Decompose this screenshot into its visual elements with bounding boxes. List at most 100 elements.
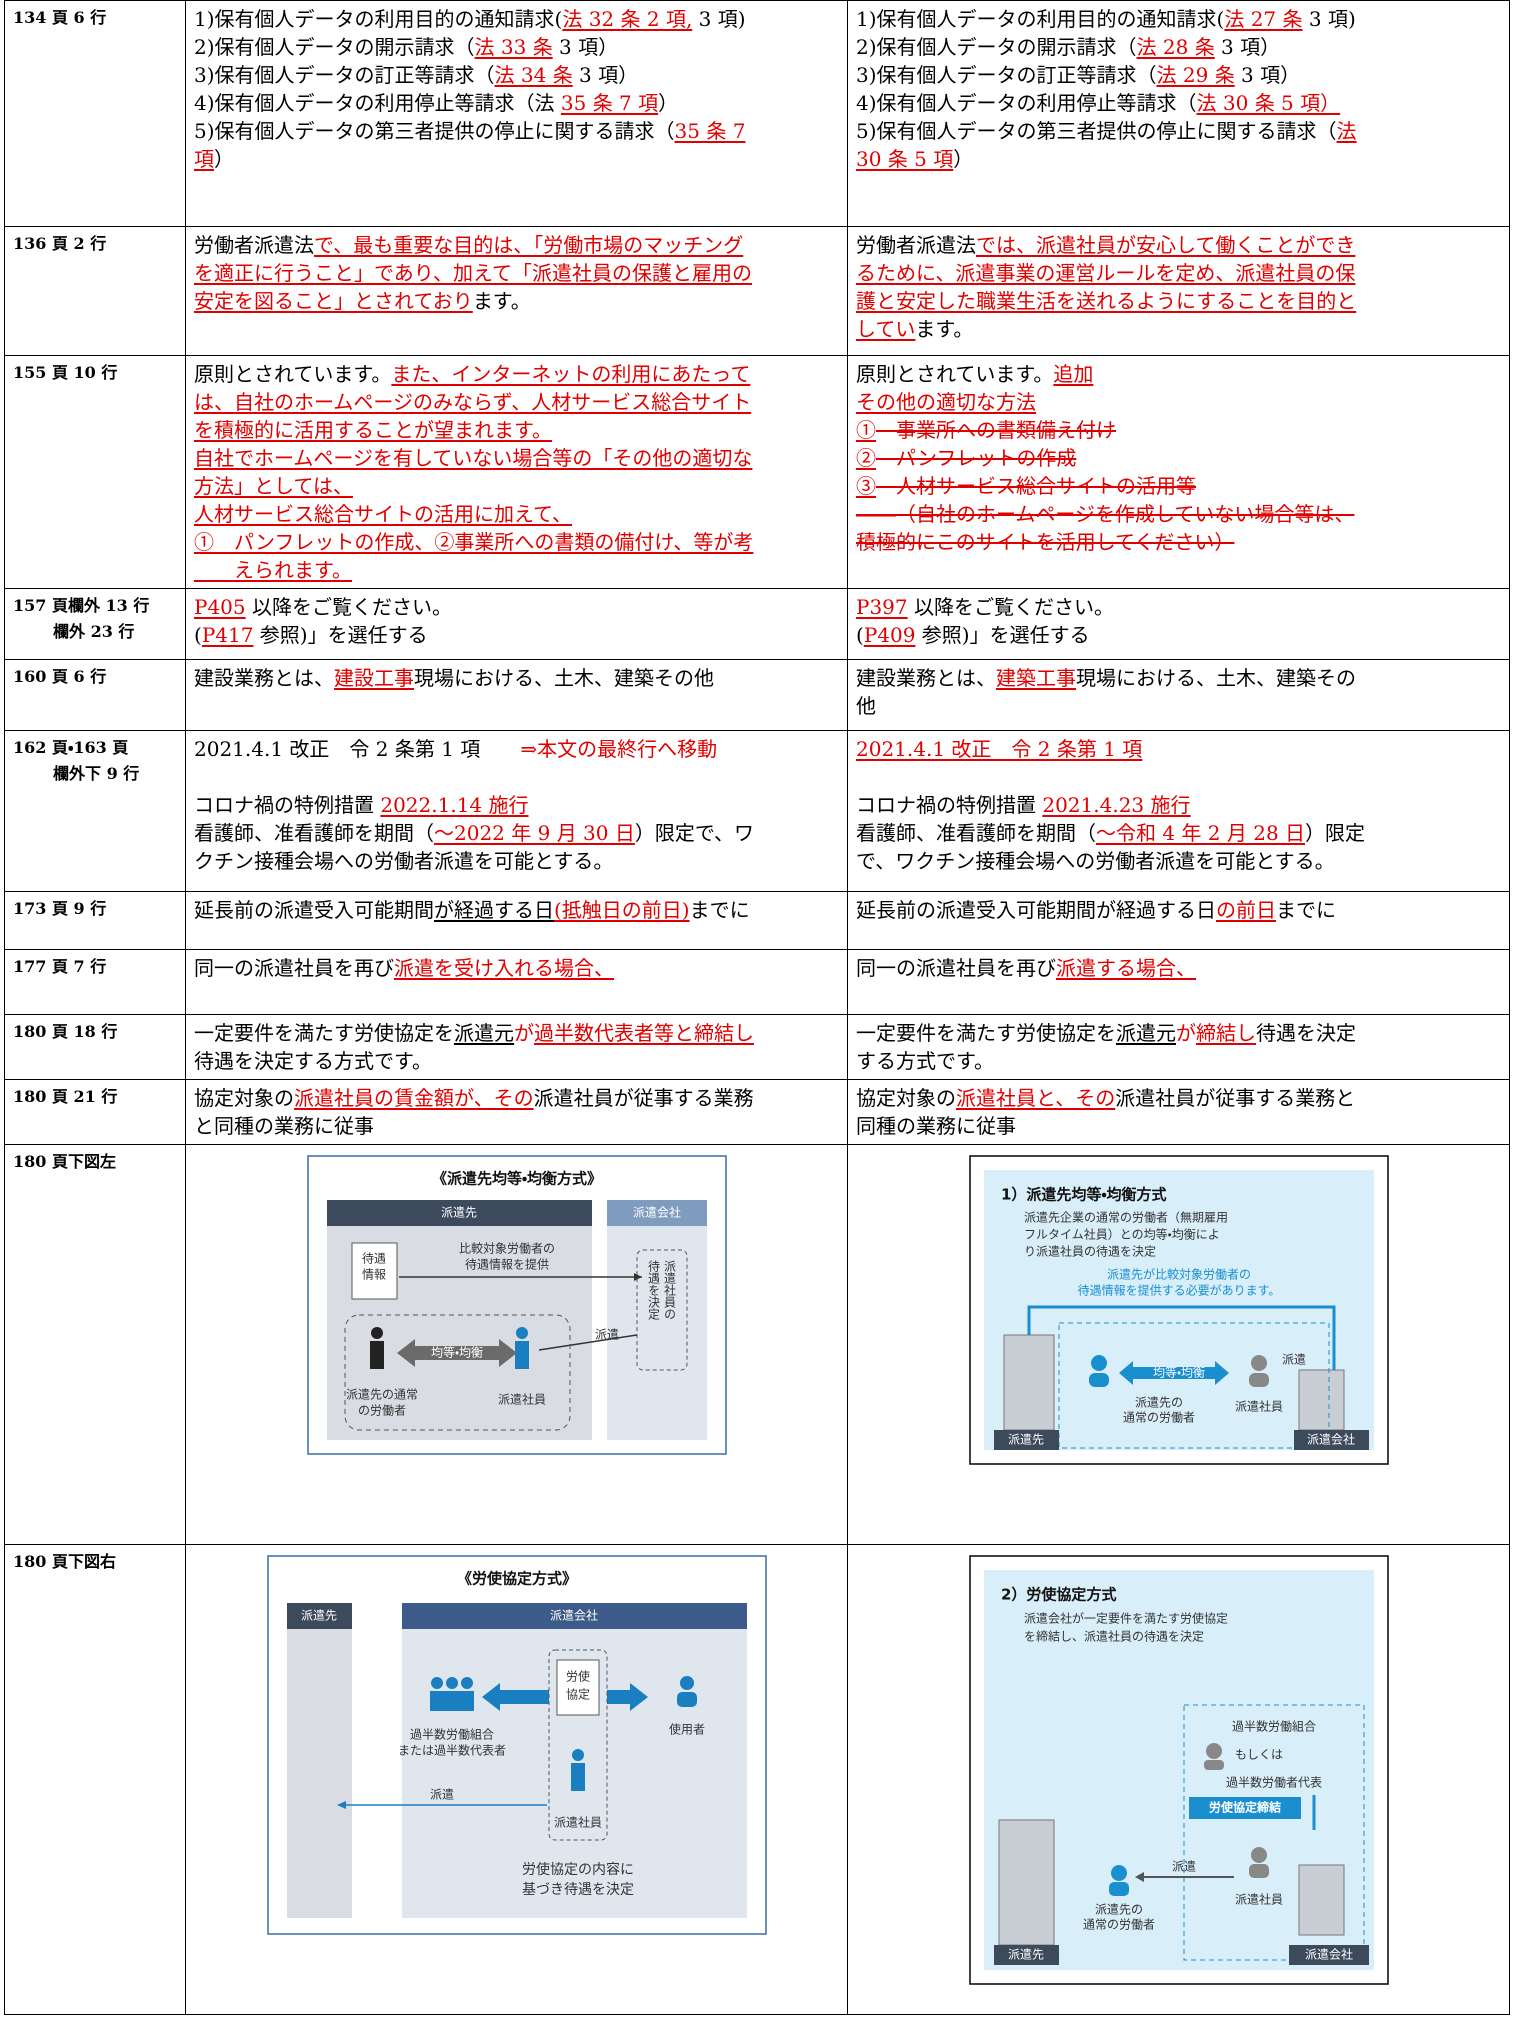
text-run: ） (658, 91, 679, 115)
text-line: 30 条 5 項） (856, 145, 1501, 173)
before: 原則とされています。また、インターネットの利用にあたって は、自社のホームページの… (185, 355, 848, 589)
text-run: は、自社のホームページのみならず、人材サービス総合サイト (194, 390, 752, 414)
label: 通常の労働者 (1082, 1918, 1154, 1932)
location-line: 180 頁 18 行 (13, 1022, 118, 1041)
location-line: 160 頁 6 行 (13, 667, 107, 686)
label: 待遇情報を提供する必要があります。 (1077, 1283, 1280, 1298)
after: 一定要件を満たす労使協定を派遣元が締結し待遇を決定 する方式です。 (847, 1014, 1510, 1080)
label-box (993, 1945, 1059, 1965)
location: 160 頁 6 行 (4, 659, 186, 731)
text-run: 延長前の派遣受入可能期間 (194, 898, 434, 922)
label-box (993, 1430, 1059, 1450)
text-line: 協定対象の派遣社員と、その派遣社員が従事する業務と (856, 1084, 1501, 1112)
text-line: 看護師、准看護師を期間（～2022 年 9 月 30 日）限定で、ワ (194, 819, 839, 847)
figure-title: 1）派遣先均等・均衡方式 (1001, 1186, 1167, 1204)
label: を締結し、派遣社員の待遇を決定 (1024, 1629, 1204, 1644)
location-line: 180 頁 21 行 (13, 1087, 118, 1106)
group-icon (429, 1677, 474, 1711)
label: 派遣 (1281, 1352, 1305, 1367)
text-block: 原則とされています。また、インターネットの利用にあたって は、自社のホームページの… (194, 360, 839, 584)
after-figure: 1）派遣先均等・均衡方式 派遣先企業の通常の労働者（無期雇用 フルタイム社員）と… (847, 1144, 1510, 1545)
text-run: の前日 (1216, 898, 1276, 922)
text-line: (P409 参照)」を選任する (856, 621, 1501, 649)
text-run: 法 34 条 (494, 63, 573, 87)
text-run: 延長前の派遣受入可能期間が経過する日 (856, 898, 1216, 922)
dashed-box (1058, 1322, 1329, 1449)
text-run: 自社でホームページを有していない場合等の「その他の適切な (194, 446, 753, 470)
text-run: 積極的にこのサイトを活用してください） (856, 530, 1235, 554)
text-run: 同一の派遣社員を再び (856, 956, 1056, 980)
row: 177 頁 7 行 同一の派遣社員を再び派遣を受け入れる場合、 同一の派遣社員を再… (4, 949, 1510, 1015)
person-icon (369, 1341, 384, 1369)
row: 180 頁 21 行協定対象の派遣社員の賃金額が、その派遣社員が従事する業務 と同… (4, 1079, 1510, 1145)
label-box (1293, 1430, 1369, 1450)
before-figure: 《派遣先均等・均衡方式》 派遣先 派遣会社 待遇 情報 比較対象労働者の 待遇情… (185, 1144, 848, 1545)
arrowhead (1134, 1872, 1144, 1882)
after-figure: 2）労使協定方式 派遣会社が一定要件を満たす労使協定 を締結し、派遣社員の待遇を… (847, 1544, 1510, 2015)
text-line: 2021.4.1 改正 令 2 条第 1 項 ⇒本文の最終行へ移動 (194, 735, 839, 763)
text-line: 3)保有個人データの訂正等請求（法 34 条 3 項） (194, 61, 839, 89)
text-line: 方法」としては、 (194, 472, 839, 500)
after: 1)保有個人データの利用目的の通知請求(法 27 条 3 項) 2)保有個人データ… (847, 0, 1510, 227)
figure-title: 《派遣先均等・均衡方式》 (431, 1170, 601, 1188)
text-line: 1)保有個人データの利用目的の通知請求(法 32 条 2 項, 3 項) (194, 5, 839, 33)
figure: 2）労使協定方式 派遣会社が一定要件を満たす労使協定 を締結し、派遣社員の待遇を… (968, 1555, 1389, 1985)
text-run: 一定要件を満たす労使協定を (194, 1021, 454, 1045)
text-run: で、最も重要な目的は、「労働市場のマッチング (314, 233, 744, 257)
text-run: 事業所への書類備え付け (876, 418, 1116, 442)
location-line: 欄外下 9 行 (53, 764, 140, 783)
text-run: 2)保有個人データの開示請求（ (194, 35, 475, 59)
text-run: 5)保有個人データの第三者提供の停止に関する請求（ (194, 119, 675, 143)
text-run: と同種の業務に従事 (194, 1114, 374, 1138)
text-run: 他 (856, 694, 876, 718)
text-block: 協定対象の派遣社員と、その派遣社員が従事する業務と 同種の業務に従事 (856, 1084, 1501, 1140)
arrowhead (633, 1273, 642, 1281)
building-icon (1003, 1334, 1054, 1431)
text-line: 5)保有個人データの第三者提供の停止に関する請求（35 条 7 (194, 117, 839, 145)
text-line: 5)保有個人データの第三者提供の停止に関する請求（法 (856, 117, 1501, 145)
text-block: 一定要件を満たす労使協定を派遣元が過半数代表者等と締結し 待遇を決定する方式です。 (194, 1019, 839, 1075)
text-line: ① パンフレットの作成、②事業所への書類の備付け、等が考 (194, 528, 839, 556)
text-run: ② (856, 446, 876, 470)
text-block: 延長前の派遣受入可能期間が経過する日(抵触日の前日)までに (194, 896, 839, 924)
text-run: ⇒本文の最終行へ移動 (520, 737, 718, 761)
connector (1027, 1305, 1335, 1370)
row: 155 頁 10 行原則とされています。また、インターネットの利用にあたって は、… (4, 355, 1510, 589)
text-block: 1)保有個人データの利用目的の通知請求(法 27 条 3 項) 2)保有個人データ… (856, 5, 1501, 173)
text-run: その他の適切な方法 (856, 390, 1036, 414)
text-run: する方式です。 (856, 1049, 994, 1073)
text-line: 一定要件を満たす労使協定を派遣元が過半数代表者等と締結し (194, 1019, 839, 1047)
label: 派遣 (429, 1787, 453, 1802)
dashed-box (344, 1314, 570, 1431)
text-line: 労働者派遣法では、派遣社員が安心して働くことができ (856, 231, 1501, 259)
text-run: P417 (201, 623, 254, 647)
text-run: ① (856, 418, 876, 442)
text-run: 建設業務とは、 (856, 666, 996, 690)
text-run: 4)保有個人データの利用停止等請求（ (856, 91, 1197, 115)
text-run: ――（自社のホームページを作成していない場合等は、 (856, 502, 1355, 526)
before: 建設業務とは、建設工事現場における、土木、建築その他 (185, 659, 848, 731)
text-run: 原則とされています。 (856, 362, 1054, 386)
text-run: 項 (194, 147, 214, 171)
text-run: るために、派遣事業の運営ルールを定め、派遣社員の保 (856, 261, 1356, 285)
header (286, 1603, 352, 1629)
text-run: 派遣元 (454, 1021, 514, 1045)
text-run: 法 (1336, 119, 1357, 143)
location-line: 欄外 23 行 (53, 622, 135, 641)
text-run: で、ワクチン接種会場への労働者派遣を可能とする。 (856, 849, 1335, 873)
text-line: ③ 人材サービス総合サイトの活用等 (856, 472, 1501, 500)
text-line: 自社でホームページを有していない場合等の「その他の適切な (194, 444, 839, 472)
text-run: 派遣元 (1116, 1021, 1176, 1045)
text-line: 項） (194, 145, 839, 173)
text-line: 建設業務とは、建設工事現場における、土木、建築その他 (194, 664, 839, 692)
label: 使用者 (668, 1722, 704, 1737)
person-icon (514, 1341, 529, 1369)
text-line: 同一の派遣社員を再び派遣を受け入れる場合、 (194, 954, 839, 982)
text-line: 建設業務とは、建築工事現場における、土木、建築その (856, 664, 1501, 692)
text-block: 建設業務とは、建設工事現場における、土木、建築その他 (194, 664, 839, 692)
text-run: 建設工事 (334, 666, 414, 690)
row: 173 頁 9 行延長前の派遣受入可能期間が経過する日(抵触日の前日)までに 延長… (4, 891, 1510, 950)
after: 建設業務とは、建築工事現場における、土木、建築その他 (847, 659, 1510, 731)
text-run: 派遣する場合、 (1056, 956, 1196, 980)
text-line: を適正に行うこと」であり、加えて「派遣社員の保護と雇用の (194, 259, 839, 287)
